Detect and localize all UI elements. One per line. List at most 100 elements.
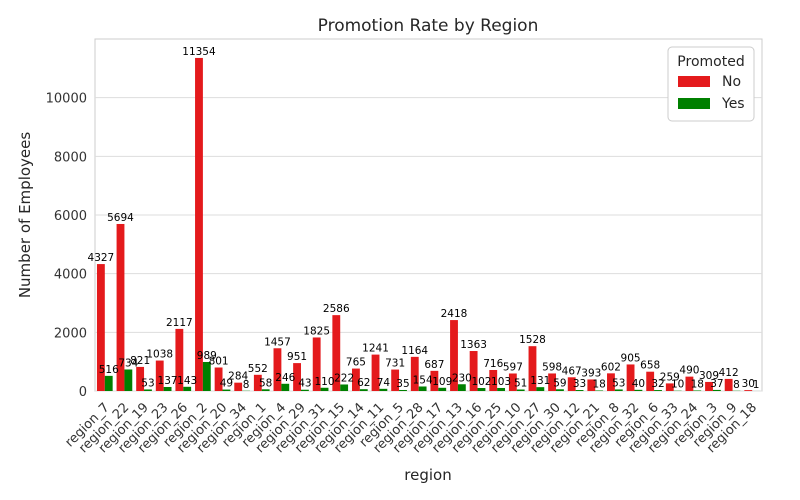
bar-no	[234, 382, 243, 391]
bar-yes	[536, 387, 545, 391]
bar-yes	[104, 375, 113, 391]
bar-value-label: 35	[396, 378, 409, 390]
bar-value-label: 11354	[182, 46, 216, 58]
bar-value-label: 602	[601, 361, 621, 373]
bar-no	[116, 223, 125, 391]
bar-no	[391, 369, 400, 391]
bar-value-label: 1363	[460, 339, 487, 351]
legend-title: Promoted	[677, 54, 744, 70]
bar-value-label: 1241	[362, 343, 389, 355]
bar-value-label: 51	[514, 378, 527, 390]
bar-value-label: 110	[315, 376, 335, 388]
legend-label-yes: Yes	[721, 96, 745, 112]
bar-value-label: 552	[248, 363, 268, 375]
bar-value-label: 716	[483, 358, 503, 370]
chart-title: Promotion Rate by Region	[318, 16, 539, 36]
bar-no	[567, 377, 576, 391]
legend-swatch-no	[678, 76, 710, 87]
bar-value-label: 259	[660, 371, 680, 383]
bar-yes	[183, 386, 192, 391]
legend-swatch-yes	[678, 98, 710, 109]
bar-no	[195, 57, 203, 391]
bar-value-label: 1825	[303, 325, 330, 337]
bar-value-label: 5694	[107, 212, 134, 224]
bar-yes	[163, 386, 172, 391]
bar-no	[646, 371, 655, 391]
bar-yes	[399, 389, 407, 391]
bar-yes	[614, 389, 623, 391]
bar-labels: 4327569482110382117113548012845521457951…	[88, 46, 760, 391]
bar-value-label: 1	[753, 379, 760, 391]
bar-value-label: 490	[679, 365, 699, 377]
bar-value-label: 30	[742, 378, 755, 390]
bar-value-label: 137	[158, 375, 178, 387]
bar-yes	[320, 387, 329, 391]
bar-value-label: 10	[671, 379, 684, 391]
bar-value-label: 309	[699, 370, 719, 382]
bar-value-label: 412	[719, 367, 739, 379]
bar-no	[685, 376, 694, 391]
bar-value-label: 2418	[441, 308, 468, 320]
bar-value-label: 53	[612, 377, 625, 389]
bar-value-label: 43	[298, 378, 311, 390]
bar-value-label: 131	[530, 375, 550, 387]
bar-value-label: 32	[651, 378, 664, 390]
bar-yes	[575, 390, 584, 391]
bar-yes	[654, 390, 662, 391]
bar-value-label: 393	[581, 367, 601, 379]
bar-no	[450, 320, 458, 391]
bar-value-label: 18	[592, 378, 605, 390]
bar-no	[371, 354, 380, 391]
bar-no	[548, 373, 557, 391]
bar-no	[410, 356, 419, 391]
bar-value-label: 18	[691, 378, 704, 390]
bar-value-label: 1528	[519, 334, 546, 346]
bar-no	[607, 373, 615, 391]
bar-value-label: 109	[432, 376, 452, 388]
bar-value-label: 1038	[146, 349, 173, 361]
bar-yes	[457, 384, 466, 391]
bar-value-label: 467	[562, 365, 582, 377]
bar-no	[332, 315, 341, 391]
y-ticks: 0 2000 4000 6000 8000 10000	[46, 92, 87, 400]
bars	[96, 57, 761, 391]
bar-value-label: 37	[710, 378, 723, 390]
bar-value-label: 2117	[166, 317, 193, 329]
bar-yes	[712, 389, 721, 391]
bar-yes	[477, 388, 486, 391]
bar-yes	[418, 386, 427, 391]
bar-yes	[300, 389, 309, 391]
bar-no	[96, 264, 105, 391]
bar-value-label: 598	[542, 361, 562, 373]
bar-value-label: 102	[471, 376, 491, 388]
bar-yes	[261, 389, 270, 391]
bar-value-label: 765	[346, 357, 366, 369]
bar-no	[293, 363, 301, 391]
bar-no	[587, 379, 596, 391]
bar-value-label: 905	[621, 352, 641, 364]
bar-no	[724, 378, 733, 391]
bar-yes	[379, 388, 388, 391]
bar-yes	[438, 387, 447, 391]
bar-yes	[516, 389, 525, 391]
bar-yes	[497, 387, 506, 391]
y-tick-label: 10000	[46, 92, 87, 107]
bar-no	[665, 383, 674, 391]
bar-value-label: 49	[220, 378, 233, 390]
bar-no	[312, 337, 321, 391]
bar-yes	[340, 384, 349, 391]
bar-no	[136, 366, 145, 391]
bar-no	[705, 381, 713, 391]
bar-no	[155, 360, 164, 391]
bar-value-label: 734	[118, 357, 138, 369]
bar-yes	[124, 369, 133, 391]
bar-value-label: 2586	[323, 303, 350, 315]
bar-value-label: 59	[553, 377, 566, 389]
bar-yes	[144, 389, 152, 391]
bar-value-label: 246	[275, 372, 295, 384]
bar-value-label: 143	[177, 375, 197, 387]
legend: Promoted No Yes	[667, 46, 755, 122]
bar-value-label: 74	[377, 377, 391, 389]
y-tick-label: 4000	[54, 268, 87, 283]
legend-label-no: No	[722, 74, 741, 90]
